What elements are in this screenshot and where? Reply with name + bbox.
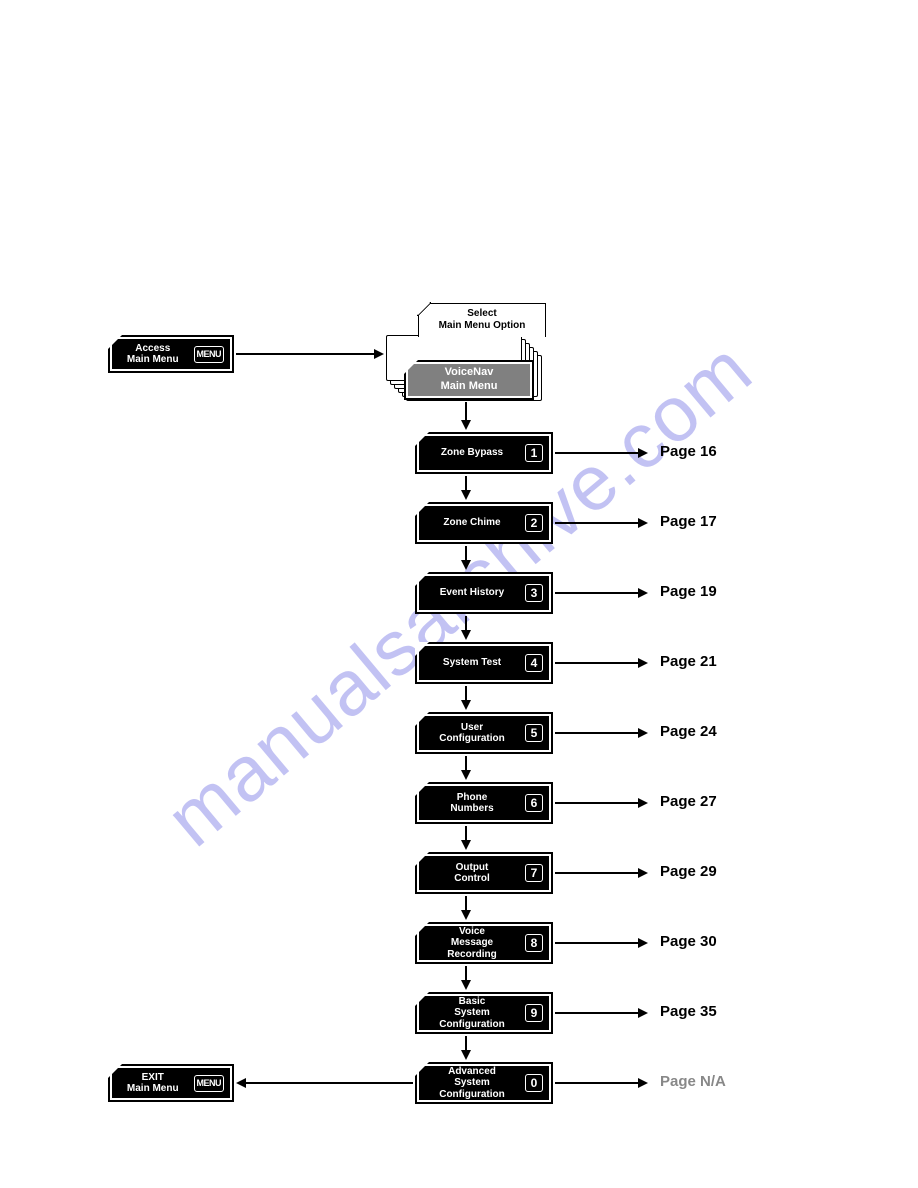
menu-item-5: UserConfiguration 5 xyxy=(415,712,553,754)
page-ref-5: Page 24 xyxy=(660,723,717,740)
menu-item-0-key: 0 xyxy=(525,1074,543,1092)
menu-item-0-label: AdvancedSystemConfiguration xyxy=(425,1066,519,1101)
menu-item-8: VoiceMessageRecording 8 xyxy=(415,922,553,964)
menu-item-4-label: System Test xyxy=(425,657,519,669)
menu-item-7-key: 7 xyxy=(525,864,543,882)
menu-item-0: AdvancedSystemConfiguration 0 xyxy=(415,1062,553,1104)
menu-item-6-label: PhoneNumbers xyxy=(425,792,519,815)
menu-item-2-label: Zone Chime xyxy=(425,517,519,529)
menu-item-9-label: BasicSystemConfiguration xyxy=(425,996,519,1031)
page-ref-6: Page 27 xyxy=(660,793,717,810)
menu-item-4-key: 4 xyxy=(525,654,543,672)
page-ref-2: Page 17 xyxy=(660,513,717,530)
menu-item-6-key: 6 xyxy=(525,794,543,812)
menu-item-1: Zone Bypass 1 xyxy=(415,432,553,474)
menu-item-2: Zone Chime 2 xyxy=(415,502,553,544)
menu-item-4: System Test 4 xyxy=(415,642,553,684)
access-main-menu-tag-label: AccessMain Menu xyxy=(118,343,188,366)
exit-main-menu-tag: EXITMain Menu MENU xyxy=(108,1064,234,1102)
menu-item-7: OutputControl 7 xyxy=(415,852,553,894)
exit-main-menu-tag-label: EXITMain Menu xyxy=(118,1072,188,1095)
menu-item-3-key: 3 xyxy=(525,584,543,602)
menu-item-2-key: 2 xyxy=(525,514,543,532)
voicenav-main-menu-box: VoiceNavMain Menu xyxy=(404,360,534,400)
menu-item-9-key: 9 xyxy=(525,1004,543,1022)
page-ref-4: Page 21 xyxy=(660,653,717,670)
exit-main-menu-tag-key: MENU xyxy=(194,1075,225,1092)
menu-item-8-label: VoiceMessageRecording xyxy=(425,926,519,961)
page-ref-8: Page 30 xyxy=(660,933,717,950)
menu-item-7-label: OutputControl xyxy=(425,862,519,885)
menu-item-8-key: 8 xyxy=(525,934,543,952)
access-main-menu-tag: AccessMain Menu MENU xyxy=(108,335,234,373)
page-ref-9: Page 35 xyxy=(660,1003,717,1020)
menu-item-9: BasicSystemConfiguration 9 xyxy=(415,992,553,1034)
menu-item-6: PhoneNumbers 6 xyxy=(415,782,553,824)
menu-item-5-key: 5 xyxy=(525,724,543,742)
page-ref-3: Page 19 xyxy=(660,583,717,600)
menu-tree-diagram: AccessMain Menu MENU SelectMain Menu Optio… xyxy=(0,0,918,1188)
page-ref-0: Page N/A xyxy=(660,1073,726,1090)
menu-item-5-label: UserConfiguration xyxy=(425,722,519,745)
menu-item-1-key: 1 xyxy=(525,444,543,462)
page-ref-1: Page 16 xyxy=(660,443,717,460)
menu-item-3: Event History 3 xyxy=(415,572,553,614)
menu-item-3-label: Event History xyxy=(425,587,519,599)
access-main-menu-tag-key: MENU xyxy=(194,346,225,363)
select-main-menu-option-box: SelectMain Menu Option xyxy=(418,303,546,337)
page-ref-7: Page 29 xyxy=(660,863,717,880)
menu-item-1-label: Zone Bypass xyxy=(425,447,519,459)
